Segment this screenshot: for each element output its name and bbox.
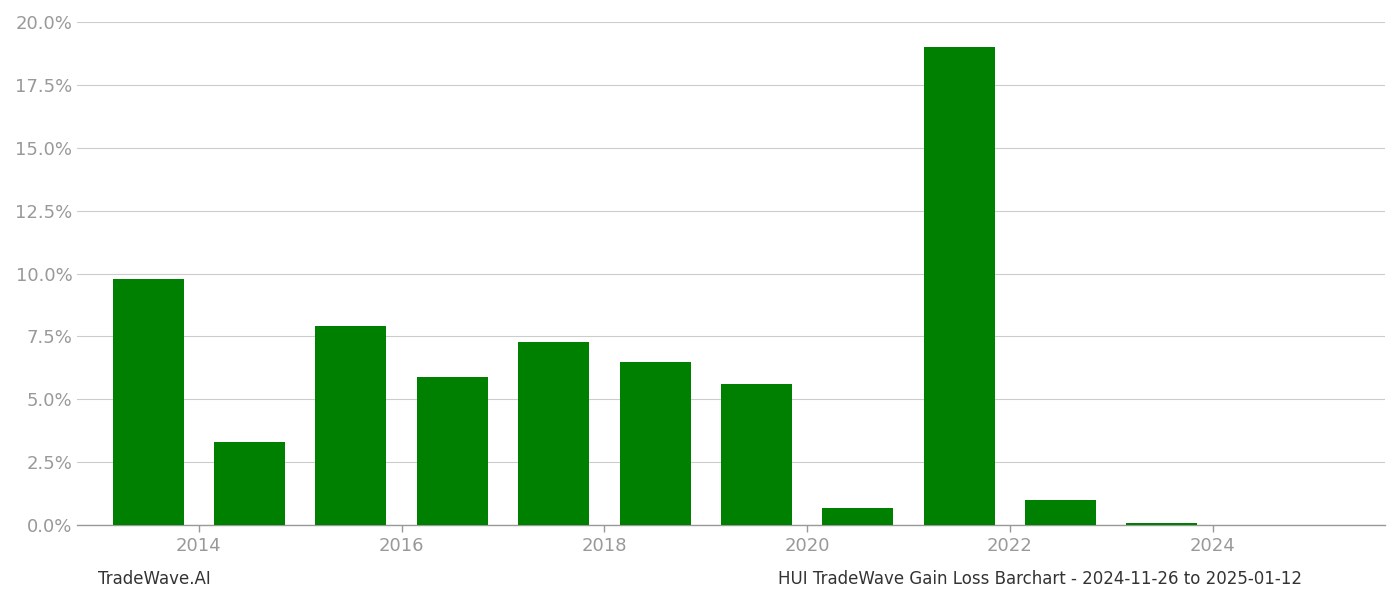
- Bar: [924, 47, 994, 525]
- Bar: [315, 326, 386, 525]
- Text: TradeWave.AI: TradeWave.AI: [98, 570, 211, 588]
- Bar: [417, 377, 487, 525]
- Bar: [620, 362, 690, 525]
- Bar: [822, 508, 893, 525]
- Bar: [1025, 500, 1096, 525]
- Text: HUI TradeWave Gain Loss Barchart - 2024-11-26 to 2025-01-12: HUI TradeWave Gain Loss Barchart - 2024-…: [778, 570, 1302, 588]
- Bar: [518, 341, 589, 525]
- Bar: [214, 442, 286, 525]
- Bar: [1127, 523, 1197, 525]
- Bar: [112, 278, 183, 525]
- Bar: [721, 385, 792, 525]
